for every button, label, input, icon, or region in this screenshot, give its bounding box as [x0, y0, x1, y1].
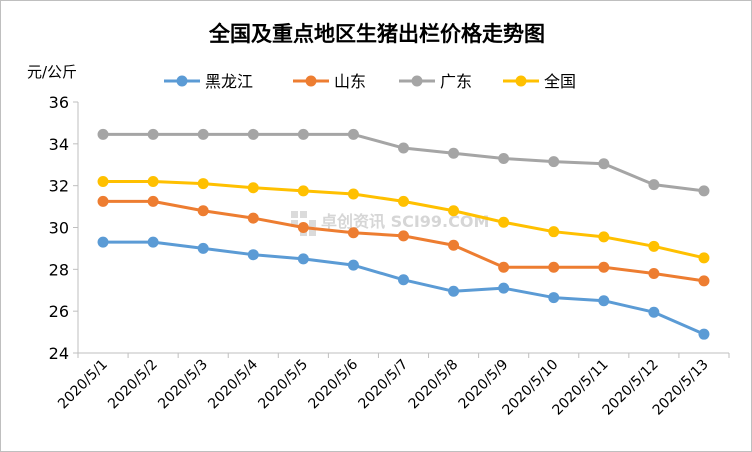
- data-point: [698, 252, 710, 264]
- data-point: [598, 295, 610, 307]
- data-point: [498, 261, 510, 273]
- legend-item: 广东: [399, 72, 472, 91]
- legend-item: 黑龙江: [164, 72, 253, 91]
- data-point: [648, 306, 660, 318]
- x-tick-label: 2020/5/3: [155, 357, 211, 413]
- x-tick-label: 2020/5/2: [105, 357, 161, 413]
- data-point: [648, 268, 660, 280]
- x-tick-label: 2020/5/4: [205, 356, 261, 412]
- data-point: [598, 231, 610, 243]
- data-point: [247, 249, 259, 261]
- data-point: [698, 328, 710, 340]
- data-point: [448, 205, 460, 217]
- data-point: [498, 282, 510, 294]
- data-point: [247, 182, 259, 194]
- y-tick-label: 32: [49, 177, 69, 196]
- x-tick-label: 2020/5/8: [406, 357, 462, 413]
- data-point: [347, 128, 359, 140]
- data-point: [197, 242, 209, 254]
- data-point: [197, 178, 209, 190]
- data-point: [648, 240, 660, 252]
- x-tick-label: 2020/5/7: [356, 357, 412, 413]
- data-point: [698, 275, 710, 287]
- data-point: [398, 274, 409, 286]
- x-tick-label: 2020/5/5: [255, 357, 311, 413]
- legend-label: 黑龙江: [205, 72, 253, 91]
- series-2: [97, 128, 710, 197]
- data-point: [247, 128, 259, 140]
- data-point: [398, 142, 409, 154]
- axes: 242628303234362020/5/12020/5/22020/5/320…: [49, 93, 730, 419]
- data-point: [297, 128, 309, 140]
- data-point: [347, 259, 359, 271]
- legend-item: 山东: [293, 72, 366, 91]
- y-tick-label: 24: [49, 344, 69, 363]
- series-line: [103, 240, 705, 336]
- legend-marker: [305, 75, 317, 87]
- legend-marker: [176, 75, 188, 87]
- y-tick-label: 34: [49, 135, 69, 154]
- data-point: [498, 152, 510, 164]
- legend-item: 全国: [503, 72, 576, 91]
- x-tick-label: 2020/5/1: [55, 357, 111, 413]
- data-point: [548, 226, 560, 238]
- data-point: [297, 222, 309, 233]
- legend-label: 山东: [334, 72, 366, 91]
- series-0: [97, 236, 710, 340]
- data-point: [347, 188, 359, 200]
- legend-marker: [411, 75, 423, 87]
- watermark: 卓创资讯 SCI99.COM: [291, 211, 489, 236]
- y-axis-label: 元/公斤: [27, 63, 77, 81]
- data-point: [347, 227, 359, 239]
- y-tick-label: 36: [49, 93, 69, 112]
- series-layer: [97, 128, 710, 340]
- data-point: [598, 261, 610, 273]
- data-point: [448, 285, 460, 297]
- data-point: [498, 216, 510, 228]
- data-point: [197, 205, 209, 217]
- data-point: [97, 236, 109, 248]
- data-point: [448, 239, 460, 251]
- data-point: [548, 261, 560, 273]
- data-point: [398, 195, 409, 207]
- y-tick-label: 30: [49, 219, 69, 238]
- data-point: [648, 179, 660, 191]
- data-point: [147, 236, 159, 248]
- data-point: [448, 147, 460, 159]
- series-1: [97, 195, 710, 287]
- data-point: [598, 158, 610, 170]
- x-tick-label: 2020/5/6: [305, 356, 361, 412]
- series-3: [97, 175, 710, 264]
- data-point: [147, 128, 159, 140]
- data-point: [548, 292, 560, 304]
- data-point: [147, 175, 159, 187]
- legend-marker: [515, 75, 527, 87]
- y-tick-label: 26: [49, 302, 69, 321]
- data-point: [97, 195, 109, 207]
- data-point: [698, 185, 710, 197]
- legend: 黑龙江 山东 广东 全国: [164, 72, 576, 91]
- chart-title: 全国及重点地区生猪出栏价格走势图: [208, 21, 545, 46]
- legend-label: 广东: [440, 72, 472, 91]
- data-point: [398, 230, 409, 242]
- y-tick-label: 28: [49, 260, 69, 279]
- data-point: [97, 175, 109, 187]
- data-point: [247, 212, 259, 224]
- data-point: [97, 128, 109, 140]
- watermark-text: 卓创资讯 SCI99.COM: [321, 212, 489, 231]
- data-point: [297, 253, 309, 265]
- data-point: [197, 128, 209, 140]
- data-point: [548, 156, 560, 168]
- data-point: [297, 185, 309, 197]
- legend-label: 全国: [544, 72, 576, 91]
- data-point: [147, 195, 159, 207]
